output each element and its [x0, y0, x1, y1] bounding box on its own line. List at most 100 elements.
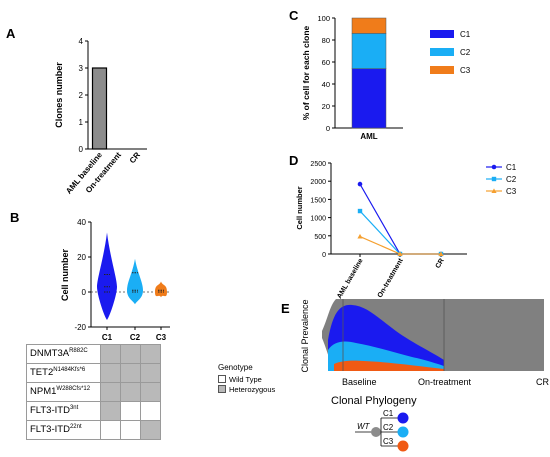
legend-label: C2 [460, 48, 471, 57]
phylogeny-root-node [371, 427, 381, 437]
fish-plot-x-label-cr: CR [536, 377, 549, 387]
y-tick-label: 2500 [310, 161, 326, 168]
legend-swatch-c3 [430, 66, 454, 74]
fish-plot-clone-c3 [334, 360, 444, 371]
phylogeny-node-c1 [397, 412, 409, 424]
genotype-legend-item: Wild Type [218, 375, 275, 385]
genotype-row: FLT3-ITD22nt [26, 420, 161, 440]
fish-plot-left-cutout-top [322, 299, 336, 331]
y-tick-label: 4 [79, 37, 84, 46]
y-tick-label: 1000 [310, 216, 326, 223]
phylogeny-label-c1: C1 [383, 409, 394, 418]
x-tick-label: AML [360, 132, 377, 141]
y-tick-label: 500 [314, 234, 326, 241]
panel-b-violin-plot: Cell number -20 0 20 40 C1 C2 C3 [60, 218, 170, 342]
legend-swatch-c2 [430, 48, 454, 56]
y-tick-label: -20 [74, 323, 86, 332]
phylogeny-node-c3 [397, 440, 409, 452]
panel-b-y-label: Cell number [60, 249, 70, 302]
genotype-cell [100, 401, 121, 421]
y-tick-label: 0 [79, 145, 84, 154]
panel-e-fish-plot: Clonal Prevalence Baseline On-treatment … [300, 299, 549, 452]
x-tick-label: On-treatment [377, 257, 405, 299]
y-tick-label: 20 [322, 102, 330, 111]
genotype-cell [120, 382, 141, 402]
series-line-c3 [359, 235, 441, 255]
gene-name: NPM1W288Cfs*12 [26, 382, 101, 402]
legend-label: C2 [506, 175, 517, 184]
genotype-cell [120, 401, 141, 421]
y-tick-label: 1 [79, 118, 84, 127]
phylogeny-title: Clonal Phylogeny [331, 395, 417, 407]
genotype-cell [140, 401, 161, 421]
fish-plot-x-label-on-treatment: On-treatment [418, 377, 472, 387]
genotype-legend-title: Genotype [218, 363, 253, 372]
x-tick-label: CR [128, 150, 142, 165]
genotype-cell [140, 363, 161, 383]
data-point [438, 251, 444, 256]
genotype-cell [100, 363, 121, 383]
genotype-cell [140, 382, 161, 402]
legend-label: C1 [460, 30, 471, 39]
fish-plot-x-label-baseline: Baseline [342, 377, 377, 387]
x-tick-label: C1 [102, 333, 113, 342]
legend-label: C1 [506, 163, 517, 172]
y-tick-label: 20 [77, 253, 86, 262]
phylogeny-root-label: WT [357, 422, 371, 431]
y-tick-label: 2000 [310, 179, 326, 186]
panel-label-b: B [10, 210, 19, 225]
y-tick-label: 100 [317, 14, 330, 23]
gene-name: FLT3-ITD22nt [26, 420, 101, 440]
genotype-row: TET2N1484Kfs*6 [26, 363, 161, 383]
panel-c-y-label: % of cell for each clone [301, 25, 311, 120]
fish-plot-left-cutout-bottom [322, 338, 336, 371]
panel-label-a: A [6, 26, 16, 41]
phylogeny-node-c2 [397, 426, 409, 438]
legend-marker [491, 164, 497, 170]
gene-name: FLT3-ITD3nt [26, 401, 101, 421]
genotype-cell [100, 344, 121, 364]
phylogeny-label-c3: C3 [383, 437, 394, 446]
genotype-cell [120, 344, 141, 364]
panel-label-c: C [289, 8, 299, 23]
fish-plot-y-label: Clonal Prevalence [300, 299, 310, 372]
x-tick-label: CR [435, 258, 446, 270]
legend-swatch-heterozygous [218, 385, 226, 393]
legend-marker [491, 188, 497, 193]
panel-a-y-label: Clones number [54, 62, 64, 128]
legend-label: C3 [460, 66, 471, 75]
y-tick-label: 40 [322, 80, 330, 89]
stacked-bar-segment-c1 [351, 68, 387, 129]
panel-d-y-label: Cell number [295, 186, 304, 229]
genotype-cell [100, 420, 121, 440]
data-point [357, 233, 363, 239]
series-line-c2 [359, 210, 441, 255]
genotype-cell [140, 344, 161, 364]
y-tick-label: 1500 [310, 197, 326, 204]
genotype-row: FLT3-ITD3nt [26, 401, 161, 421]
genotype-cell [120, 420, 141, 440]
genotype-cell [120, 363, 141, 383]
violin-c2 [127, 258, 143, 305]
data-point [397, 251, 403, 256]
y-tick-label: 2 [79, 91, 84, 100]
genotype-row: DNMT3AR882C [26, 344, 161, 364]
x-tick-label: AML baseline [336, 257, 365, 300]
bar [91, 67, 108, 150]
phylogeny-label-c2: C2 [383, 423, 394, 432]
genotype-table: DNMT3AR882C TET2N1484Kfs*6 NPM1W288Cfs*1… [26, 344, 161, 440]
genotype-legend: Genotype Wild Type Heterozygous [218, 363, 275, 395]
genotype-legend-item: Heterozygous [218, 385, 275, 395]
y-tick-label: 0 [326, 124, 330, 133]
x-tick-label: C2 [130, 333, 141, 342]
gene-name: DNMT3AR882C [26, 344, 101, 364]
violin-c1 [97, 232, 117, 320]
y-tick-label: 80 [322, 36, 330, 45]
legend-swatch-wild-type [218, 375, 226, 383]
stacked-bar-segment-c2 [351, 33, 387, 69]
y-tick-label: 0 [322, 252, 326, 259]
y-tick-label: 60 [322, 58, 330, 67]
data-point [357, 181, 363, 187]
